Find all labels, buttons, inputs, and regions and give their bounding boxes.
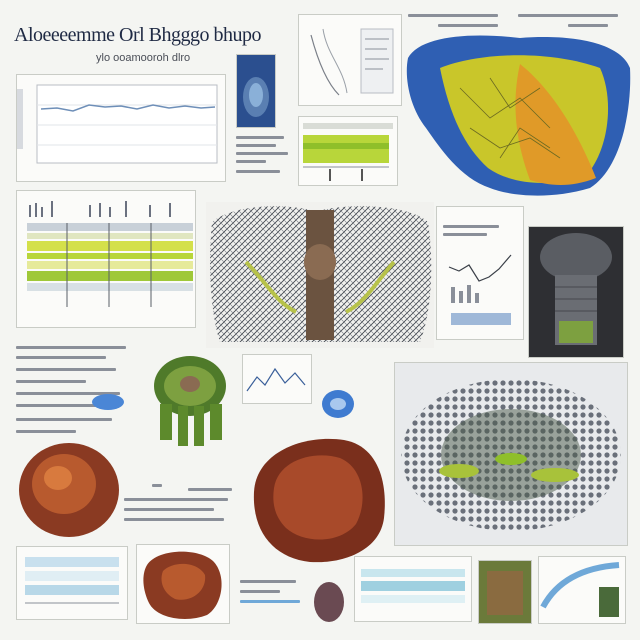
blue-shape-left-graphic xyxy=(92,394,124,410)
mesh-torso-render xyxy=(206,202,434,348)
center-small-chart-graphic xyxy=(246,367,306,392)
bottom-left-chart-graphic xyxy=(25,557,119,604)
dome-structure-graphic xyxy=(529,227,623,357)
line-chart-panel xyxy=(16,74,226,182)
green-band-chart xyxy=(298,116,398,186)
sketch-diagram-panel xyxy=(298,14,402,106)
small-organ-thumbnail xyxy=(236,54,276,128)
header-text-right xyxy=(408,12,628,32)
mesh-torso-graphic xyxy=(206,202,434,348)
organ-thumbnail-graphic xyxy=(243,77,269,117)
bottom-right-graphic xyxy=(540,562,620,617)
bottom-band-chart xyxy=(354,556,472,622)
bottom-terrain-thumbnail xyxy=(478,560,532,624)
dome-structure-render xyxy=(528,226,624,358)
green-creature-render xyxy=(146,350,234,454)
bottom-left-chart xyxy=(16,546,128,620)
bottom-right-thumbnail xyxy=(538,556,626,624)
mesh-grid-graphic xyxy=(395,363,627,545)
green-creature-graphic xyxy=(154,356,226,446)
layered-organ-render xyxy=(400,28,632,200)
striped-chart-graphic xyxy=(27,223,193,307)
mini-chart-graphic xyxy=(448,254,512,325)
page-title: Aloeeeemme Orl Bhgggo bhupo xyxy=(14,24,262,46)
caption-block-top-center xyxy=(236,136,292,180)
bottom-organ-thumbnail xyxy=(136,544,230,624)
striped-band-chart xyxy=(16,190,196,328)
bottom-caption-a xyxy=(240,580,304,616)
center-small-chart xyxy=(242,354,312,404)
mini-chart-caption xyxy=(443,225,503,245)
bottom-organ-graphic xyxy=(143,551,222,619)
brown-blob-graphic xyxy=(253,438,385,563)
textured-sphere-graphic xyxy=(19,443,119,537)
striped-chart-header-bars xyxy=(29,199,179,219)
center-caption-block xyxy=(124,484,236,524)
left-text-column xyxy=(16,346,136,436)
sketch-diagram-graphic xyxy=(310,28,394,96)
bottom-band-graphic xyxy=(361,569,465,603)
green-band-graphic xyxy=(303,123,393,181)
page-subtitle: ylo ooamooroh dlro xyxy=(96,52,191,64)
bottom-rock-graphic xyxy=(314,582,344,622)
bottom-rock-thumbnail xyxy=(312,578,346,624)
bottom-terrain-graphic xyxy=(479,561,531,623)
blue-shape-center xyxy=(318,384,358,424)
line-chart-graphic xyxy=(17,84,218,164)
brown-blob-render xyxy=(244,432,388,566)
mini-chart-panel xyxy=(436,206,524,340)
blue-shape-left xyxy=(88,392,128,412)
textured-sphere-render xyxy=(16,440,122,540)
mesh-grid-render xyxy=(394,362,628,546)
blue-shape-center-graphic xyxy=(322,390,354,418)
layered-organ-graphic xyxy=(406,35,631,196)
